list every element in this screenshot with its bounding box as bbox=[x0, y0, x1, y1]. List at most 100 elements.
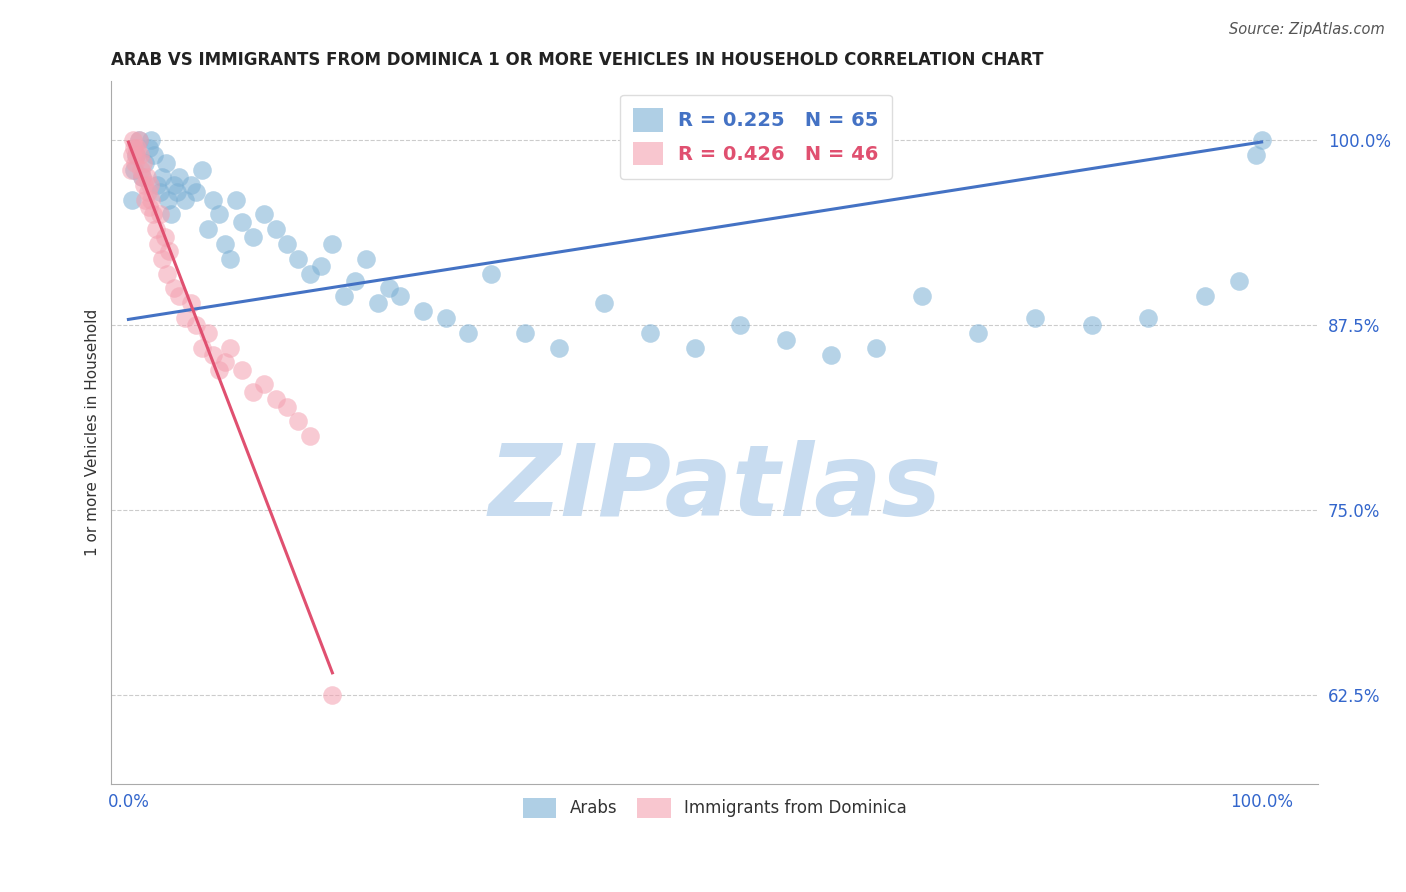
Point bbox=[287, 414, 309, 428]
Point bbox=[344, 274, 367, 288]
Point bbox=[128, 134, 150, 148]
Point bbox=[367, 296, 389, 310]
Point bbox=[146, 237, 169, 252]
Point bbox=[298, 267, 321, 281]
Point bbox=[1194, 289, 1216, 303]
Point bbox=[253, 207, 276, 221]
Point bbox=[253, 377, 276, 392]
Point bbox=[202, 193, 225, 207]
Point bbox=[128, 134, 150, 148]
Point bbox=[309, 259, 332, 273]
Point bbox=[157, 193, 180, 207]
Point bbox=[276, 237, 298, 252]
Point bbox=[593, 296, 616, 310]
Point bbox=[180, 296, 202, 310]
Point bbox=[389, 289, 412, 303]
Point bbox=[145, 178, 167, 192]
Point bbox=[155, 155, 177, 169]
Point bbox=[197, 222, 219, 236]
Point bbox=[1244, 148, 1267, 162]
Point bbox=[1137, 310, 1160, 325]
Point bbox=[231, 362, 253, 376]
Point bbox=[122, 141, 145, 155]
Text: ARAB VS IMMIGRANTS FROM DOMINICA 1 OR MORE VEHICLES IN HOUSEHOLD CORRELATION CHA: ARAB VS IMMIGRANTS FROM DOMINICA 1 OR MO… bbox=[111, 51, 1043, 69]
Point bbox=[775, 333, 797, 347]
Point bbox=[128, 148, 150, 162]
Point bbox=[149, 207, 172, 221]
Point bbox=[191, 163, 214, 178]
Point bbox=[298, 429, 321, 443]
Point bbox=[121, 193, 143, 207]
Point bbox=[683, 341, 706, 355]
Point bbox=[434, 310, 457, 325]
Point bbox=[225, 193, 247, 207]
Point bbox=[479, 267, 502, 281]
Point bbox=[378, 281, 401, 295]
Point bbox=[264, 392, 287, 407]
Point bbox=[197, 326, 219, 340]
Point bbox=[242, 384, 264, 399]
Point bbox=[214, 237, 236, 252]
Point bbox=[174, 310, 197, 325]
Point bbox=[730, 318, 752, 333]
Point bbox=[457, 326, 479, 340]
Point bbox=[219, 341, 242, 355]
Point bbox=[139, 193, 162, 207]
Point bbox=[548, 341, 571, 355]
Point bbox=[356, 252, 378, 266]
Point bbox=[152, 170, 174, 185]
Point bbox=[1250, 134, 1272, 148]
Point bbox=[124, 155, 146, 169]
Point bbox=[169, 170, 191, 185]
Point bbox=[208, 207, 231, 221]
Point bbox=[214, 355, 236, 369]
Point bbox=[131, 170, 153, 185]
Point bbox=[967, 326, 990, 340]
Point bbox=[125, 148, 148, 162]
Point bbox=[186, 186, 208, 200]
Point bbox=[820, 348, 842, 362]
Point bbox=[139, 134, 162, 148]
Point bbox=[127, 141, 149, 155]
Point bbox=[138, 141, 160, 155]
Text: ZIPatlas: ZIPatlas bbox=[488, 441, 942, 537]
Point bbox=[134, 155, 156, 169]
Point bbox=[287, 252, 309, 266]
Legend: Arabs, Immigrants from Dominica: Arabs, Immigrants from Dominica bbox=[516, 791, 914, 824]
Point bbox=[163, 281, 186, 295]
Point bbox=[138, 200, 160, 214]
Point bbox=[169, 289, 191, 303]
Point bbox=[157, 244, 180, 259]
Point bbox=[132, 155, 155, 169]
Point bbox=[231, 215, 253, 229]
Point bbox=[129, 163, 152, 178]
Point bbox=[865, 341, 887, 355]
Point bbox=[160, 207, 183, 221]
Point bbox=[136, 186, 159, 200]
Point bbox=[191, 341, 214, 355]
Point bbox=[332, 289, 354, 303]
Point bbox=[122, 134, 145, 148]
Point bbox=[242, 229, 264, 244]
Point bbox=[321, 688, 343, 702]
Point bbox=[513, 326, 536, 340]
Point bbox=[145, 222, 167, 236]
Point bbox=[134, 193, 156, 207]
Point bbox=[122, 163, 145, 178]
Point bbox=[1024, 310, 1046, 325]
Point bbox=[276, 400, 298, 414]
Point bbox=[120, 163, 142, 178]
Point bbox=[264, 222, 287, 236]
Point bbox=[121, 148, 143, 162]
Point bbox=[186, 318, 208, 333]
Point bbox=[180, 178, 202, 192]
Point bbox=[131, 170, 153, 185]
Point bbox=[139, 178, 162, 192]
Point bbox=[208, 362, 231, 376]
Point bbox=[166, 186, 188, 200]
Point bbox=[911, 289, 934, 303]
Point bbox=[174, 193, 197, 207]
Point bbox=[412, 303, 434, 318]
Point bbox=[153, 229, 176, 244]
Point bbox=[156, 267, 179, 281]
